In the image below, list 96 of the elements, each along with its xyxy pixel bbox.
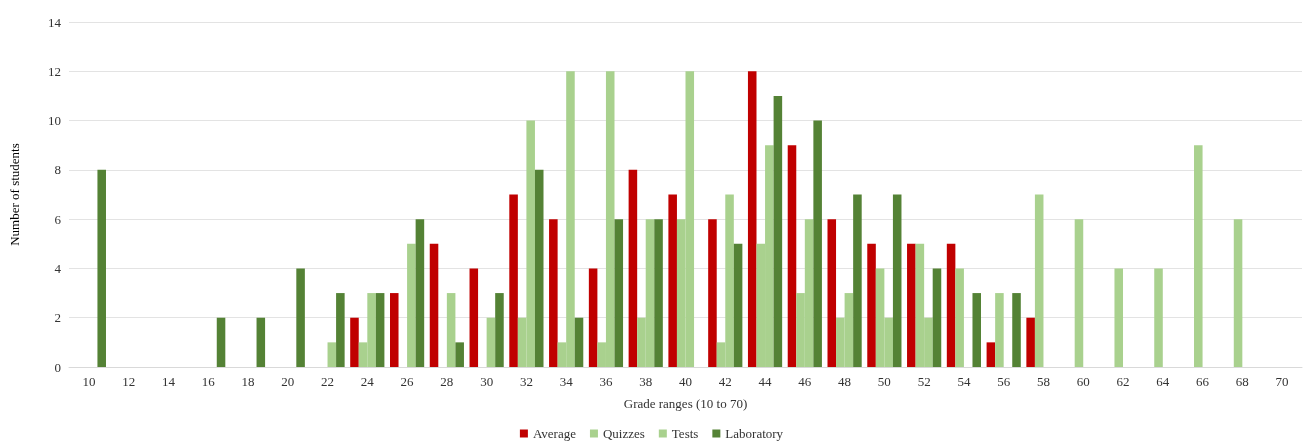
x-tick-label: 60 (1076, 374, 1090, 389)
x-tick-label: 42 (718, 374, 732, 389)
bar (813, 120, 822, 367)
bar (747, 71, 757, 367)
bar (429, 243, 439, 367)
y-tick-label: 10 (48, 113, 61, 129)
bar (946, 243, 956, 367)
bar (97, 169, 106, 367)
x-axis-title: Grade ranges (10 to 70) (623, 396, 748, 411)
bar (336, 293, 345, 367)
x-tick-label: 16 (201, 374, 216, 389)
x-tick-label: 10 (82, 374, 96, 389)
bar (787, 145, 797, 367)
x-tick-label: 26 (400, 374, 415, 389)
bar (486, 317, 496, 367)
x-tick-label: 66 (1196, 374, 1210, 389)
bar (407, 243, 416, 367)
y-tick-label: 0 (54, 359, 61, 375)
bar (614, 219, 624, 367)
x-tick-label: 44 (758, 374, 773, 389)
bar (1012, 293, 1021, 367)
bar (995, 293, 1004, 367)
bar (986, 342, 996, 367)
x-tick-label: 56 (997, 374, 1011, 389)
x-tick-label: 58 (1036, 374, 1050, 389)
bar (549, 219, 558, 367)
bar (668, 194, 677, 367)
x-tick-label: 48 (838, 374, 852, 389)
x-tick-label: 68 (1235, 374, 1249, 389)
bar (574, 317, 584, 367)
bar (327, 342, 337, 367)
bar (733, 243, 743, 367)
bar (256, 317, 266, 367)
x-tick-label: 38 (639, 374, 653, 389)
x-tick-label: 22 (321, 374, 335, 389)
x-tick-label: 50 (877, 374, 891, 389)
y-axis-title: Number of students (7, 143, 22, 246)
bar (350, 317, 359, 367)
bar (216, 317, 226, 367)
bar (932, 268, 942, 367)
bar (708, 219, 717, 367)
bar (628, 169, 638, 367)
bar (1034, 194, 1044, 367)
legend-label: Average (532, 426, 577, 441)
x-tick-label: 18 (241, 374, 255, 389)
x-tick-label: 70 (1275, 374, 1289, 389)
bar (375, 293, 385, 367)
y-tick-label: 12 (48, 63, 61, 79)
bar (1026, 317, 1035, 367)
x-tick-label: 62 (1116, 374, 1130, 389)
x-tick-label: 52 (917, 374, 931, 389)
y-tick-label: 14 (48, 14, 62, 30)
bar (1154, 268, 1163, 367)
bar (1233, 219, 1243, 367)
x-tick-label: 30 (480, 374, 494, 389)
y-tick-label: 4 (54, 260, 62, 276)
bar (296, 268, 305, 367)
bar (588, 268, 598, 367)
y-tick-label: 2 (54, 310, 61, 326)
bar (415, 219, 425, 367)
bar (1114, 268, 1124, 367)
x-tick-label: 64 (1156, 374, 1170, 389)
x-tick-label: 36 (599, 374, 613, 389)
bar (907, 243, 916, 367)
x-tick-label: 54 (957, 374, 971, 389)
bar (469, 268, 479, 367)
x-tick-label: 40 (679, 374, 692, 389)
x-tick-label: 12 (122, 374, 136, 389)
legend-label: Quizzes (602, 426, 645, 441)
bar (1194, 145, 1203, 367)
x-tick-label: 32 (519, 374, 533, 389)
bar (955, 268, 964, 367)
x-tick-label: 14 (161, 374, 176, 389)
bar (892, 194, 902, 367)
bar (867, 243, 876, 367)
x-tick-label: 28 (440, 374, 454, 389)
bar (853, 194, 862, 367)
y-tick-label: 8 (54, 162, 61, 178)
bar (509, 194, 518, 367)
bar (455, 342, 464, 367)
bar (389, 293, 399, 367)
legend-label: Laboratory (725, 426, 784, 441)
bar (495, 293, 504, 367)
bar (534, 169, 544, 367)
legend-label: Tests (671, 426, 699, 441)
x-tick-label: 20 (281, 374, 295, 389)
x-tick-label: 46 (798, 374, 812, 389)
x-tick-label: 34 (559, 374, 574, 389)
bar (654, 219, 663, 367)
bar (1074, 219, 1084, 367)
x-tick-label: 24 (360, 374, 375, 389)
y-tick-label: 6 (54, 211, 62, 227)
bar (827, 219, 837, 367)
bar (972, 293, 982, 367)
bar (446, 293, 456, 367)
bar (773, 95, 783, 367)
